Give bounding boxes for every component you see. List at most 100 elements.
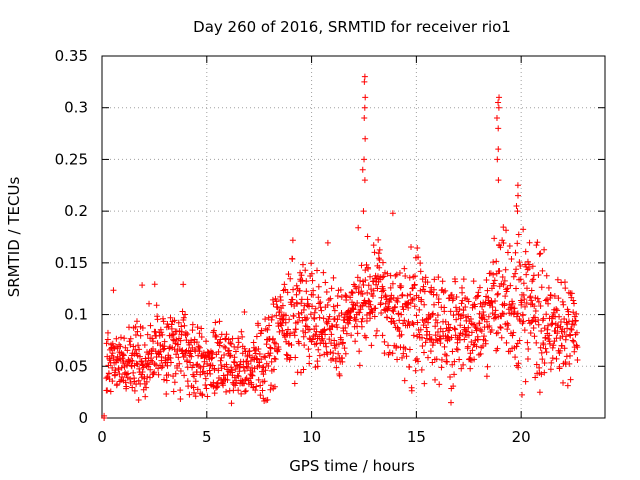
data-point	[160, 318, 167, 325]
data-point	[500, 281, 507, 288]
data-point	[446, 327, 453, 334]
data-point	[330, 274, 337, 281]
data-point	[529, 263, 536, 270]
data-point	[249, 368, 256, 375]
data-point	[413, 312, 420, 319]
data-point	[372, 305, 379, 312]
data-point	[554, 307, 561, 314]
data-point	[187, 359, 194, 366]
data-point	[518, 299, 525, 306]
data-point	[513, 285, 520, 292]
data-point	[355, 224, 362, 231]
data-point	[159, 315, 166, 322]
data-point	[476, 310, 483, 317]
data-point	[355, 284, 362, 291]
data-point	[367, 273, 374, 280]
data-point	[458, 300, 465, 307]
data-point	[479, 303, 486, 310]
data-point	[328, 340, 335, 347]
data-point	[376, 264, 383, 271]
data-point	[238, 390, 245, 397]
data-point	[541, 360, 548, 367]
data-point	[541, 246, 548, 253]
data-point	[202, 375, 209, 382]
data-point	[504, 326, 511, 333]
data-point	[253, 355, 260, 362]
data-point	[545, 300, 552, 307]
data-point	[253, 383, 260, 390]
data-point	[567, 325, 574, 332]
data-point	[295, 310, 302, 317]
data-point	[339, 358, 346, 365]
data-point	[269, 313, 276, 320]
data-point	[548, 359, 555, 366]
data-point	[235, 387, 242, 394]
data-point	[327, 349, 334, 356]
data-point	[285, 271, 292, 278]
data-point	[367, 315, 374, 322]
data-point	[109, 378, 116, 385]
data-point	[241, 367, 248, 374]
data-point	[467, 365, 474, 372]
data-point	[368, 342, 375, 349]
data-point	[424, 279, 431, 286]
data-point	[306, 360, 313, 367]
data-point	[371, 249, 378, 256]
data-point	[262, 354, 269, 361]
data-point	[324, 239, 331, 246]
data-point	[448, 399, 455, 406]
data-point	[499, 274, 506, 281]
data-point	[113, 335, 120, 342]
data-point	[520, 291, 527, 298]
data-point	[309, 277, 316, 284]
data-point	[279, 302, 286, 309]
data-point	[303, 323, 310, 330]
data-point	[502, 266, 509, 273]
data-point	[371, 313, 378, 320]
data-point	[495, 146, 502, 153]
data-point	[211, 390, 218, 397]
data-point	[374, 285, 381, 292]
data-point	[298, 296, 305, 303]
data-point	[192, 378, 199, 385]
data-point	[451, 358, 458, 365]
data-point	[241, 309, 248, 316]
data-point	[330, 350, 337, 357]
data-point	[125, 324, 132, 331]
data-point	[273, 298, 280, 305]
data-point	[414, 244, 421, 251]
data-point	[543, 272, 550, 279]
data-point	[212, 319, 219, 326]
data-point	[188, 353, 195, 360]
data-point	[370, 278, 377, 285]
data-point	[316, 300, 323, 307]
data-point	[416, 331, 423, 338]
data-point	[194, 324, 201, 331]
data-point	[188, 337, 195, 344]
data-point	[515, 360, 522, 367]
data-point	[284, 326, 291, 333]
data-point	[258, 327, 265, 334]
data-point	[404, 292, 411, 299]
data-point	[130, 369, 137, 376]
data-point	[515, 231, 522, 238]
data-point	[405, 304, 412, 311]
data-point	[153, 302, 160, 309]
data-point	[289, 296, 296, 303]
data-point	[488, 326, 495, 333]
data-point	[235, 339, 242, 346]
data-point	[216, 318, 223, 325]
data-point	[161, 338, 168, 345]
data-point	[259, 387, 266, 394]
y-tick-label: 0.2	[64, 202, 88, 220]
data-point	[432, 376, 439, 383]
data-point	[328, 322, 335, 329]
data-point	[439, 278, 446, 285]
data-point	[400, 350, 407, 357]
data-point	[173, 328, 180, 335]
data-point	[538, 349, 545, 356]
data-point	[449, 361, 456, 368]
data-point	[476, 284, 483, 291]
data-point	[532, 374, 539, 381]
data-point	[361, 104, 368, 111]
